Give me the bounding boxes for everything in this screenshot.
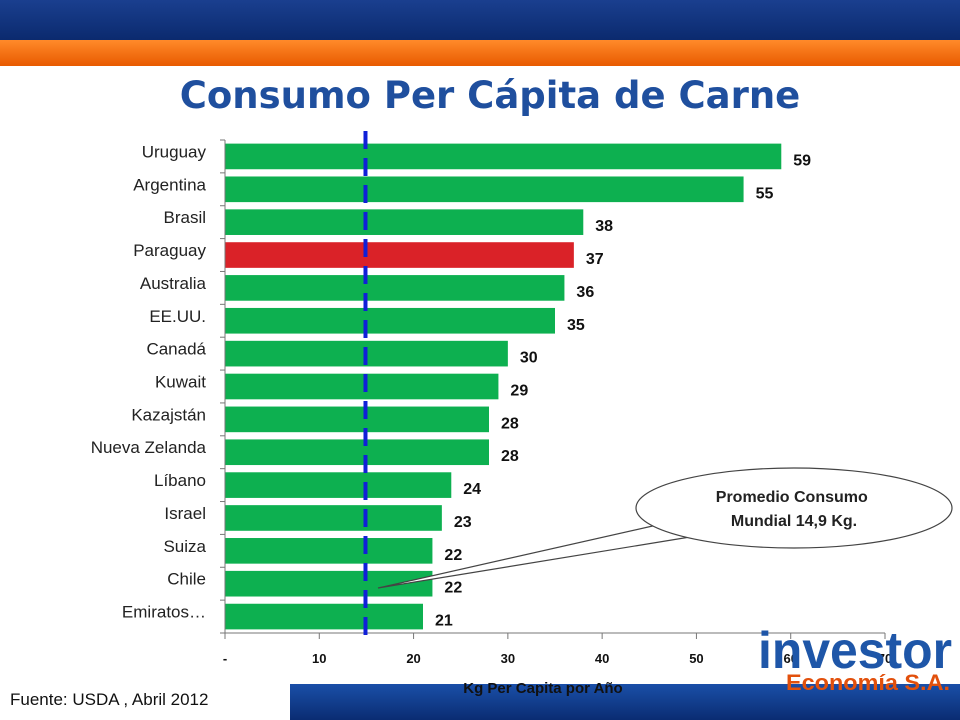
value-label: 28 bbox=[501, 415, 519, 432]
bar bbox=[225, 538, 433, 564]
bar bbox=[225, 373, 499, 400]
category-label: Uruguay bbox=[142, 142, 207, 161]
value-label: 22 bbox=[444, 547, 462, 564]
value-label: 30 bbox=[520, 350, 538, 367]
x-tick-label: 50 bbox=[689, 651, 703, 666]
bar bbox=[225, 209, 584, 235]
value-label: 24 bbox=[463, 481, 481, 498]
callout-bubble: Promedio Consumo Mundial 14,9 Kg. bbox=[377, 467, 953, 589]
category-label: Argentina bbox=[133, 175, 206, 194]
value-label: 21 bbox=[435, 613, 453, 630]
x-tick-label: - bbox=[223, 651, 227, 666]
value-label: 35 bbox=[567, 317, 585, 334]
value-label: 36 bbox=[576, 284, 594, 301]
value-labels: 59 55 38 37 36 35 30 29 28 28 24 23 22 22 21 bbox=[435, 152, 811, 629]
x-tick-label: 70 bbox=[878, 651, 892, 666]
x-tick-label: 10 bbox=[312, 651, 326, 666]
bar bbox=[225, 472, 452, 498]
category-label: Canadá bbox=[146, 340, 206, 359]
category-label: Paraguay bbox=[133, 241, 206, 260]
page-title: Consumo Per Cápita de Carne bbox=[179, 74, 801, 117]
value-label: 22 bbox=[444, 580, 462, 597]
x-tick-label: 40 bbox=[595, 651, 609, 666]
orange-banner bbox=[0, 40, 960, 66]
x-axis-label: Kg Per Capita por Año bbox=[463, 680, 622, 697]
category-label: Emiratos… bbox=[122, 603, 206, 622]
bar bbox=[225, 275, 565, 301]
callout-line-2: Mundial 14,9 Kg. bbox=[731, 513, 857, 530]
category-label: Suiza bbox=[163, 537, 206, 556]
bar bbox=[225, 603, 423, 630]
category-labels: Uruguay Argentina Brasil Paraguay Australia E… bbox=[91, 142, 207, 621]
category-label: Kazajstán bbox=[131, 405, 206, 424]
callout-tail bbox=[377, 524, 691, 589]
logo-wordmark: investor bbox=[758, 622, 952, 680]
x-tick-label: 20 bbox=[406, 651, 420, 666]
bar bbox=[225, 439, 489, 466]
category-label: Israel bbox=[164, 504, 206, 523]
axes bbox=[220, 139, 886, 639]
bar bbox=[225, 143, 782, 170]
bar bbox=[225, 176, 744, 203]
top-banner bbox=[0, 0, 960, 40]
category-label: Líbano bbox=[154, 471, 206, 490]
category-label: Brasil bbox=[163, 208, 206, 227]
bar bbox=[225, 406, 489, 433]
value-label: 28 bbox=[501, 448, 519, 465]
bar bbox=[225, 307, 555, 334]
logo-subtitle: Economía S.A. bbox=[786, 670, 950, 695]
value-label: 29 bbox=[510, 383, 528, 400]
value-label: 37 bbox=[586, 251, 604, 268]
callout-text: Promedio Consumo Mundial 14,9 Kg. bbox=[716, 489, 872, 530]
value-label: 38 bbox=[595, 218, 613, 235]
value-label: 55 bbox=[756, 185, 774, 202]
company-logo: investor Economía S.A. bbox=[758, 622, 952, 695]
bars-group bbox=[225, 143, 782, 630]
x-tick-label: 30 bbox=[501, 651, 515, 666]
x-tick-labels: - 10 20 30 40 50 60 70 bbox=[223, 651, 892, 666]
value-label: 23 bbox=[454, 514, 472, 531]
category-label: Nueva Zelanda bbox=[91, 438, 207, 457]
bottom-banner bbox=[290, 684, 960, 720]
x-tick-label: 60 bbox=[783, 651, 797, 666]
source-note: Fuente: USDA , Abril 2012 bbox=[10, 690, 209, 709]
bar bbox=[225, 505, 442, 531]
callout-line-1: Promedio Consumo bbox=[716, 489, 868, 506]
category-label: Kuwait bbox=[155, 373, 206, 392]
callout-ellipse bbox=[635, 467, 953, 549]
value-label: 59 bbox=[793, 152, 811, 169]
bar bbox=[225, 242, 574, 268]
category-label: EE.UU. bbox=[149, 307, 206, 326]
category-label: Australia bbox=[140, 274, 207, 293]
category-label: Chile bbox=[167, 570, 206, 589]
